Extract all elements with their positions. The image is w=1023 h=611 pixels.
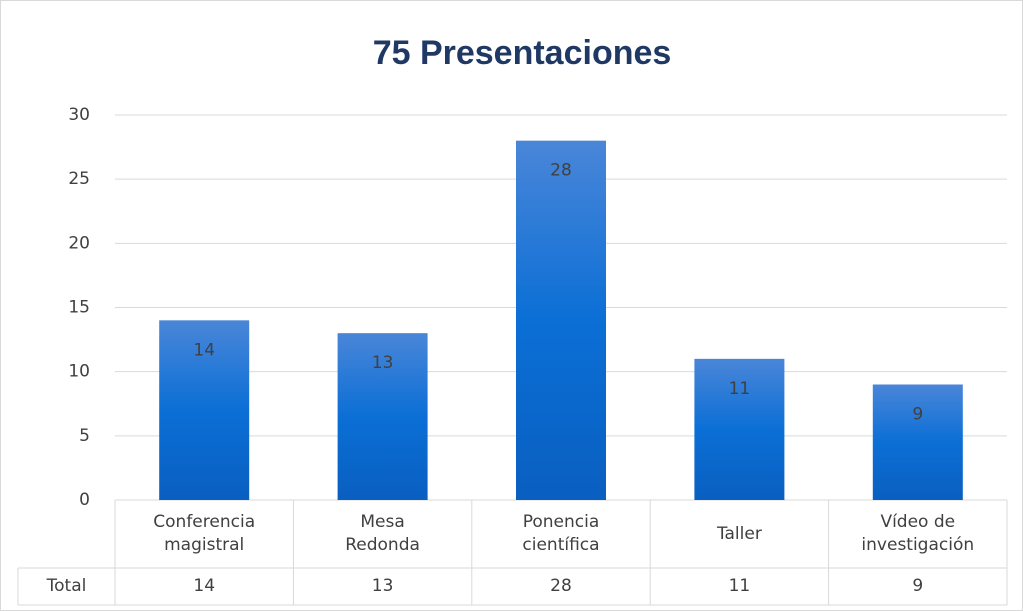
table-value: 14 — [193, 576, 216, 596]
x-tick-label: Vídeo de investigación — [861, 512, 975, 555]
table-value: 11 — [728, 576, 751, 596]
x-tick-label: Ponencia científica — [522, 512, 600, 555]
x-tick-label: Mesa Redonda — [345, 512, 420, 555]
y-tick-label: 25 — [68, 169, 90, 189]
table-value: 9 — [912, 576, 924, 596]
y-tick-label: 10 — [68, 362, 90, 382]
data-label: 9 — [912, 405, 923, 425]
bar — [337, 333, 428, 500]
x-tick-label: Conferencia magistral — [153, 512, 256, 555]
bar — [159, 320, 250, 500]
x-tick-label: Taller — [716, 523, 762, 544]
data-label: 28 — [550, 161, 572, 181]
y-tick-label: 30 — [68, 105, 90, 125]
bar — [694, 358, 785, 500]
data-label: 11 — [729, 379, 751, 399]
bar — [516, 140, 606, 500]
chart-title: 75 Presentaciones — [373, 34, 672, 72]
data-label: 14 — [193, 340, 215, 360]
y-tick-label: 5 — [79, 426, 90, 446]
bar — [872, 384, 963, 500]
table-value: 13 — [371, 576, 394, 596]
y-tick-label: 0 — [79, 490, 90, 510]
table-series-name: Total — [46, 576, 87, 596]
y-tick-label: 20 — [68, 233, 90, 253]
data-label: 13 — [372, 353, 394, 373]
table-value: 28 — [550, 576, 572, 596]
y-tick-label: 15 — [68, 298, 90, 318]
